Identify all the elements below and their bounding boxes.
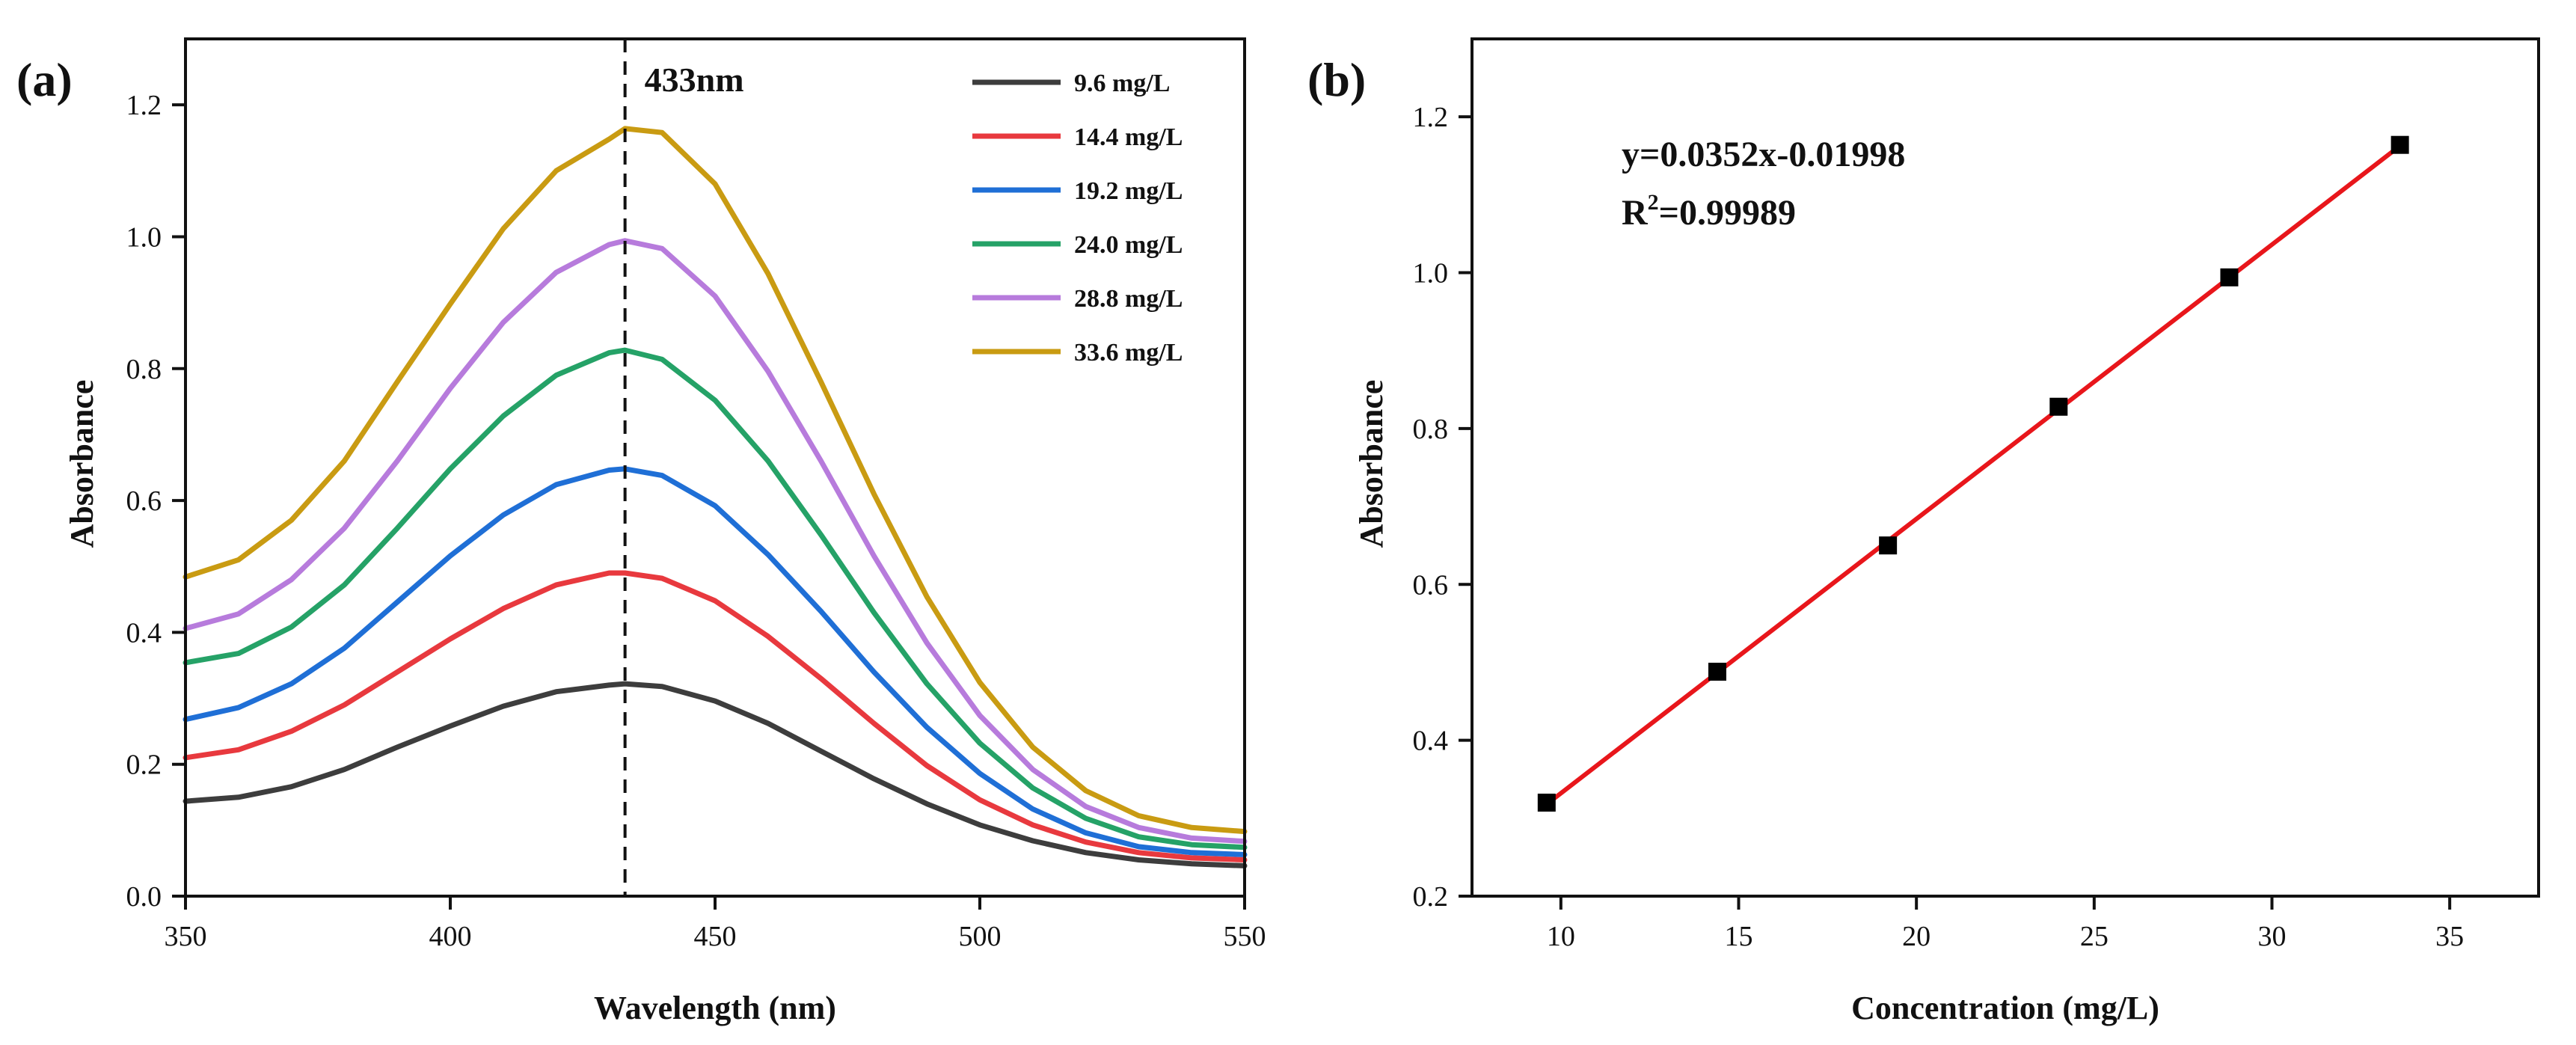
legend-label-3: 19.2 mg/L <box>1074 177 1183 205</box>
x-tick-label: 30 <box>2258 921 2287 952</box>
panel-a-absorption-spectra: (a) 433nm 350 400 450 500 550 0.00.20.40.60.… <box>16 37 1266 1026</box>
y-tick-label: 0.6 <box>126 485 162 517</box>
spectrum-line-1 <box>183 681 1248 868</box>
panel-b-x-axis-ticks: 10 15 20 25 30 35 <box>1547 896 2464 952</box>
x-tick-label: 450 <box>694 921 737 952</box>
panel-b-plot-frame <box>1471 37 2540 898</box>
x-tick-label: 35 <box>2435 921 2464 952</box>
r-squared-exponent: 2 <box>1648 190 1659 215</box>
x-tick-label: 25 <box>2080 921 2109 952</box>
r-squared-value: =0.99989 <box>1659 193 1796 233</box>
spectrum-line-6 <box>183 126 1248 835</box>
calibration-point-2 <box>1708 662 1726 681</box>
panel-b-label: (b) <box>1307 53 1366 106</box>
legend-label-5: 28.8 mg/L <box>1074 285 1183 313</box>
legend-label-4: 24.0 mg/L <box>1074 231 1183 259</box>
y-tick-label: 1.0 <box>1413 258 1449 289</box>
calibration-point-4 <box>2049 397 2068 416</box>
r-squared-symbol: R <box>1622 193 1649 233</box>
y-tick-label: 0.4 <box>126 617 162 649</box>
calibration-point-1 <box>1537 793 1556 812</box>
spectrum-line-5 <box>183 238 1248 845</box>
x-tick-label: 10 <box>1547 921 1575 952</box>
y-tick-label: 1.2 <box>1413 102 1449 133</box>
panel-b-x-axis-title: Concentration (mg/L) <box>1851 990 2159 1026</box>
y-tick-label: 0.8 <box>1413 414 1449 445</box>
calibration-point-5 <box>2220 268 2239 286</box>
legend-label-2: 14.4 mg/L <box>1074 123 1183 151</box>
calibration-points-group <box>1537 135 2409 812</box>
panel-a-y-axis-ticks: 0.0 0.2 0.4 0.6 0.8 1.0 1.2 <box>126 90 185 913</box>
panel-a-x-axis-title: Wavelength (nm) <box>594 990 836 1026</box>
y-tick-label: 0.6 <box>1413 569 1449 601</box>
panel-a-x-axis-ticks: 350 400 450 500 550 <box>165 896 1266 952</box>
legend-label-6: 33.6 mg/L <box>1074 339 1183 367</box>
panel-b-y-axis-ticks: 0.2 0.4 0.6 0.8 1.0 1.2 <box>1413 102 1472 913</box>
spectrum-line-4 <box>183 347 1248 851</box>
panel-b-calibration-curve: (b) 10 15 20 25 30 35 0.2 0.4 0.6 0.8 1.0 1.2 Conc… <box>1307 37 2540 1026</box>
r-squared-label: R2=0.99989 <box>1622 190 1796 233</box>
y-tick-label: 0.2 <box>1413 881 1449 913</box>
linear-fit-line <box>1545 144 2402 806</box>
y-tick-label: 1.2 <box>126 90 162 121</box>
peak-annotation: 433nm <box>645 61 744 99</box>
x-tick-label: 15 <box>1725 921 1753 952</box>
calibration-point-6 <box>2391 135 2409 154</box>
spectra-series-group <box>183 126 1248 868</box>
fit-equation: y=0.0352x-0.01998 <box>1622 135 1905 174</box>
panel-a-y-axis-title: Absorbance <box>64 380 100 548</box>
x-tick-label: 500 <box>959 921 1002 952</box>
y-tick-label: 0.4 <box>1413 726 1449 757</box>
calibration-point-3 <box>1879 536 1898 555</box>
spectrum-line-3 <box>183 466 1248 857</box>
x-tick-label: 400 <box>429 921 472 952</box>
spectrum-line-2 <box>183 570 1248 862</box>
y-tick-label: 0.0 <box>126 881 162 913</box>
x-tick-label: 20 <box>1902 921 1931 952</box>
y-tick-label: 1.0 <box>126 221 162 253</box>
panel-a-legend: 9.6 mg/L 14.4 mg/L 19.2 mg/L 24.0 mg/L 28.8 … <box>972 70 1183 367</box>
y-tick-label: 0.2 <box>126 750 162 781</box>
panel-b-y-axis-title: Absorbance <box>1353 380 1390 548</box>
y-tick-label: 0.8 <box>126 354 162 385</box>
x-tick-label: 550 <box>1224 921 1266 952</box>
panel-a-label: (a) <box>16 53 73 106</box>
x-tick-label: 350 <box>165 921 207 952</box>
legend-label-1: 9.6 mg/L <box>1074 70 1170 97</box>
